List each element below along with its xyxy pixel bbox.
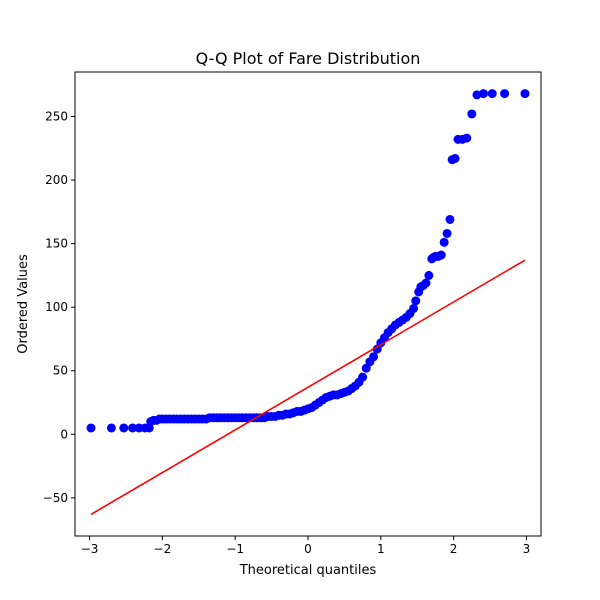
x-axis-label: Theoretical quantiles xyxy=(239,563,377,578)
data-point xyxy=(520,89,530,99)
x-axis: −3 −2 −1 0 1 2 3 xyxy=(81,536,531,556)
x-tick-label: 3 xyxy=(523,542,531,556)
data-point xyxy=(119,423,129,433)
y-axis: −50 0 50 100 150 200 250 xyxy=(43,109,75,505)
data-point xyxy=(442,228,452,238)
x-tick-label: −3 xyxy=(81,542,99,556)
data-point xyxy=(369,352,379,362)
data-point xyxy=(409,303,419,313)
data-point xyxy=(421,278,431,288)
data-point xyxy=(450,153,460,163)
y-tick-label: −50 xyxy=(43,491,68,505)
data-point xyxy=(86,423,96,433)
data-point xyxy=(467,109,477,119)
x-tick-label: 1 xyxy=(377,542,385,556)
x-tick-label: −1 xyxy=(226,542,244,556)
x-tick-label: 0 xyxy=(304,542,312,556)
reference-fit-line xyxy=(90,259,526,516)
y-tick-label: 200 xyxy=(45,173,68,187)
chart-title: Q-Q Plot of Fare Distribution xyxy=(196,49,421,68)
y-axis-label: Ordered Values xyxy=(16,254,31,354)
data-point xyxy=(478,89,488,99)
data-point xyxy=(358,372,368,382)
x-tick-label: −2 xyxy=(154,542,172,556)
data-point xyxy=(106,423,116,433)
data-point xyxy=(411,296,421,306)
y-tick-label: 0 xyxy=(60,427,68,441)
data-point xyxy=(128,423,138,433)
data-point xyxy=(445,214,455,224)
data-point xyxy=(436,250,446,260)
data-point xyxy=(424,270,434,280)
x-tick-label: 2 xyxy=(450,542,458,556)
data-layer xyxy=(86,89,530,516)
y-tick-label: 250 xyxy=(45,109,68,123)
y-tick-label: 150 xyxy=(45,237,68,251)
y-tick-label: 50 xyxy=(53,364,68,378)
y-tick-label: 100 xyxy=(45,300,68,314)
data-point xyxy=(462,133,472,143)
data-point xyxy=(439,237,449,247)
data-point xyxy=(487,89,497,99)
data-point xyxy=(500,89,510,99)
